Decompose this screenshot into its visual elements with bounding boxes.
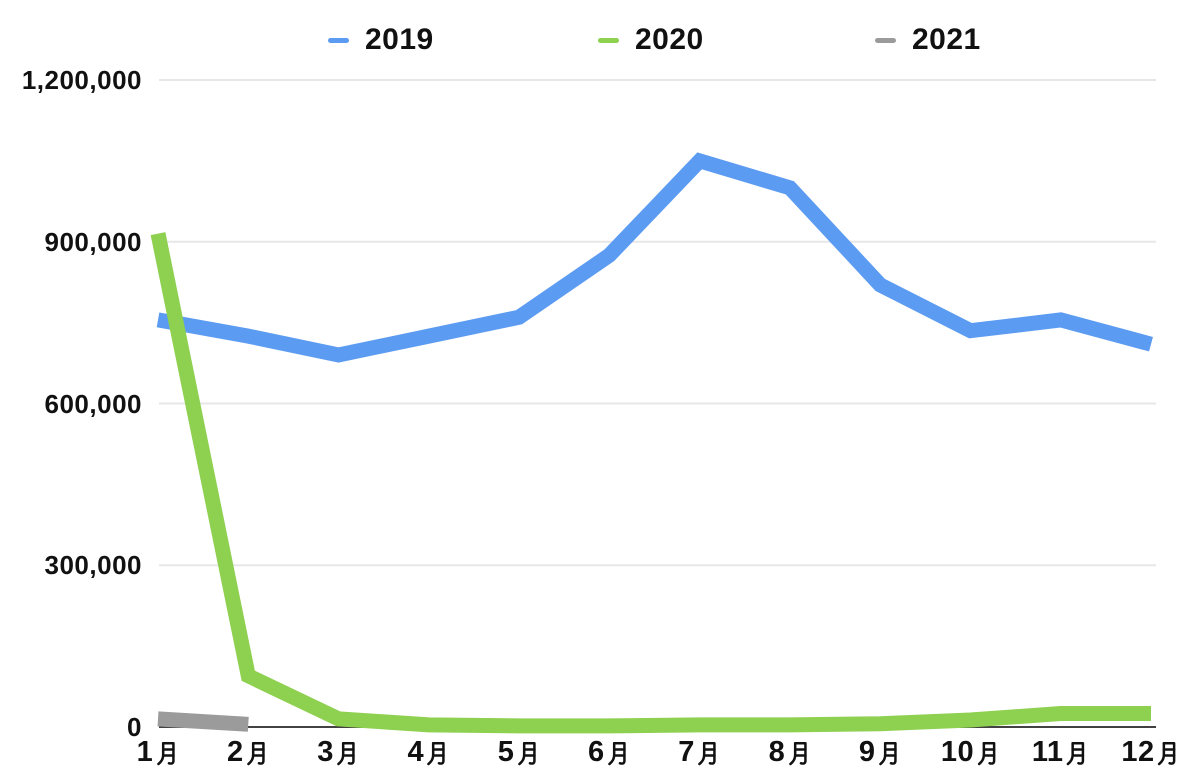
- legend-dash-icon: [328, 37, 349, 43]
- legend-item-2019: 2019: [328, 22, 434, 58]
- month-number: 7: [678, 736, 695, 768]
- month-number: 1: [136, 736, 154, 768]
- legend-dash-icon: [875, 37, 896, 43]
- x-tick-label-3: 3: [317, 735, 360, 769]
- month-number: 9: [858, 736, 876, 768]
- series-line-2019: [156, 152, 1153, 363]
- y-tick-label: 900,000: [44, 226, 142, 257]
- month-kanji-icon: [427, 742, 446, 766]
- x-tick-label-9: 9: [859, 735, 902, 769]
- month-kanji-icon: [1067, 742, 1085, 766]
- month-number: 11: [1031, 736, 1064, 768]
- legend-label: 2020: [635, 23, 704, 56]
- x-tick-label-11: 11: [1032, 735, 1090, 769]
- y-tick-label: 1,200,000: [21, 65, 142, 95]
- x-tick-label-1: 1: [137, 735, 180, 769]
- x-tick-label-12: 12: [1121, 735, 1180, 769]
- month-kanji-icon: [247, 742, 265, 766]
- month-number: 6: [588, 736, 605, 768]
- month-kanji-icon: [1158, 742, 1176, 766]
- x-tick-label-8: 8: [769, 735, 812, 769]
- month-number: 4: [407, 736, 425, 768]
- month-kanji-icon: [608, 742, 626, 766]
- x-tick-label-7: 7: [678, 735, 721, 769]
- series-line-2020: [150, 232, 1151, 734]
- y-tick-label: 0: [127, 712, 142, 742]
- chart-legend: 2019 2020 2021: [0, 22, 1200, 62]
- x-tick-label-2: 2: [227, 735, 270, 769]
- y-tick-label: 600,000: [44, 388, 142, 419]
- month-number: 8: [768, 736, 786, 768]
- month-kanji-icon: [977, 742, 996, 766]
- month-kanji-icon: [517, 742, 536, 766]
- x-tick-label-4: 4: [407, 735, 450, 769]
- series-line-2021: [157, 711, 249, 732]
- month-kanji-icon: [698, 742, 716, 766]
- legend-dash-icon: [598, 37, 619, 43]
- legend-label: 2021: [912, 23, 981, 56]
- x-tick-label-10: 10: [941, 735, 1000, 769]
- month-kanji-icon: [788, 742, 807, 766]
- month-kanji-icon: [156, 742, 175, 766]
- x-tick-label-5: 5: [498, 735, 541, 769]
- x-tick-label-6: 6: [588, 735, 631, 769]
- month-number: 10: [940, 736, 975, 768]
- legend-label: 2019: [365, 23, 434, 56]
- month-number: 12: [1121, 736, 1155, 768]
- month-number: 5: [497, 736, 515, 768]
- y-tick-label: 300,000: [44, 550, 142, 581]
- month-number: 3: [317, 736, 334, 768]
- month-kanji-icon: [337, 742, 355, 766]
- month-kanji-icon: [878, 742, 897, 766]
- month-number: 2: [226, 736, 244, 768]
- legend-item-2021: 2021: [875, 22, 981, 58]
- legend-item-2020: 2020: [598, 22, 704, 58]
